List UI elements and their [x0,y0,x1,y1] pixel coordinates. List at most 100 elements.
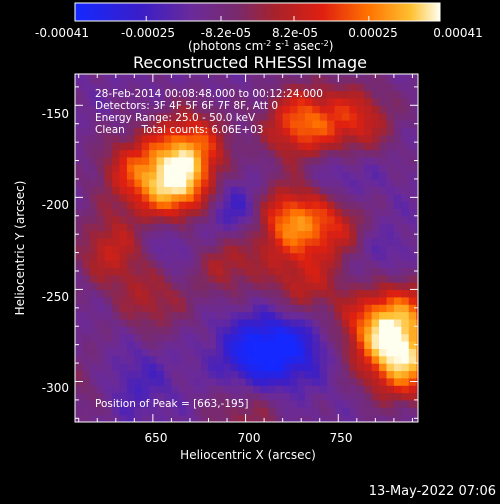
heatmap-cell [356,208,365,217]
heatmap-cell [364,193,373,202]
heatmap-cell [386,377,395,386]
heatmap-cell [171,75,180,84]
heatmap-cell [297,83,306,92]
heatmap-cell [223,399,232,408]
heatmap-cell [386,97,395,106]
heatmap-cell [334,318,343,327]
heatmap-cell [134,127,143,136]
heatmap-cell [163,304,173,313]
heatmap-cell [297,304,306,313]
heatmap-cell [193,75,202,84]
heatmap-cell [193,340,202,349]
heatmap-cell [223,340,232,349]
heatmap-cell [201,282,210,291]
heatmap-cell [386,385,395,394]
heatmap-cell [408,112,417,121]
heatmap-cell [371,399,380,408]
heatmap-cell [201,178,210,187]
heatmap-cell [82,223,91,232]
heatmap-cell [401,74,410,77]
heatmap-cell [275,318,284,327]
heatmap-cell [201,326,210,335]
heatmap-cell [327,74,336,77]
heatmap-cell [401,156,410,165]
heatmap-cell [379,171,388,180]
heatmap-cell [238,304,247,313]
heatmap-cell [319,311,328,320]
heatmap-cell [379,267,388,276]
heatmap-cell [171,164,180,173]
heatmap-cell [282,326,291,335]
heatmap-cell [386,348,395,357]
heatmap-cell [186,230,195,239]
heatmap-cell [267,223,276,232]
heatmap-cell [230,245,239,254]
heatmap-cell [304,178,313,187]
heatmap-cell [408,230,417,239]
heatmap-cell [379,223,388,232]
heatmap-cell [126,326,135,335]
heatmap-cell [341,208,350,217]
heatmap-cell [215,134,224,143]
heatmap-cell [186,90,195,99]
heatmap-cell [386,105,395,114]
heatmap-cell [82,333,91,342]
heatmap-cell [393,340,402,349]
heatmap-cell [319,120,328,128]
heatmap-cell [252,75,262,84]
heatmap-cell [341,120,350,128]
heatmap-cell [112,97,121,106]
heatmap-cell [267,296,276,305]
heatmap-cell [319,348,328,357]
heatmap-cell [178,127,187,136]
heatmap-cell [252,407,262,416]
heatmap-cell [304,156,313,165]
heatmap-cell [245,296,254,305]
heatmap-cell [245,178,254,187]
heatmap-cell [297,97,306,106]
heatmap-cell [119,289,128,298]
heatmap-cell [97,208,106,217]
heatmap-cell [201,112,210,121]
heatmap-cell [186,259,195,268]
heatmap-cell [126,74,135,77]
heatmap-cell [178,385,187,394]
heatmap-cell [364,142,373,151]
heatmap-cell [208,178,217,187]
heatmap-cell [341,392,350,401]
heatmap-cell [364,259,373,268]
heatmap-cell [401,112,410,121]
heatmap-cell [349,83,358,92]
heatmap-cell [371,267,380,276]
info-total-counts: Clean Total counts: 6.06E+03 [95,124,264,136]
heatmap-cell [104,134,113,143]
heatmap-cell [252,274,262,283]
heatmap-cell [312,171,321,180]
heatmap-cell [341,377,350,386]
heatmap-cell [327,90,336,99]
heatmap-cell [104,392,113,401]
x-axis-label: Heliocentric X (arcsec) [180,448,316,462]
heatmap-cell [82,311,91,320]
heatmap-cell [223,370,232,379]
heatmap-cell [171,105,180,114]
heatmap-cell [75,134,84,143]
heatmap-cell [126,289,135,298]
heatmap-cell [141,186,150,195]
heatmap-cell [356,363,365,372]
heatmap-cell [82,75,91,84]
heatmap-cell [386,83,395,92]
heatmap-cell [267,149,276,158]
heatmap-cell [238,105,247,114]
heatmap-cell [230,377,239,386]
heatmap-cell [75,127,84,136]
heatmap-cell [319,326,328,335]
heatmap-cell [341,142,350,151]
heatmap-cell [349,230,358,239]
heatmap-cell [104,193,113,202]
heatmap-cell [386,142,395,151]
heatmap-cell [178,355,187,364]
heatmap-cell [141,259,150,268]
heatmap-cell [356,186,365,195]
heatmap-cell [393,399,402,408]
